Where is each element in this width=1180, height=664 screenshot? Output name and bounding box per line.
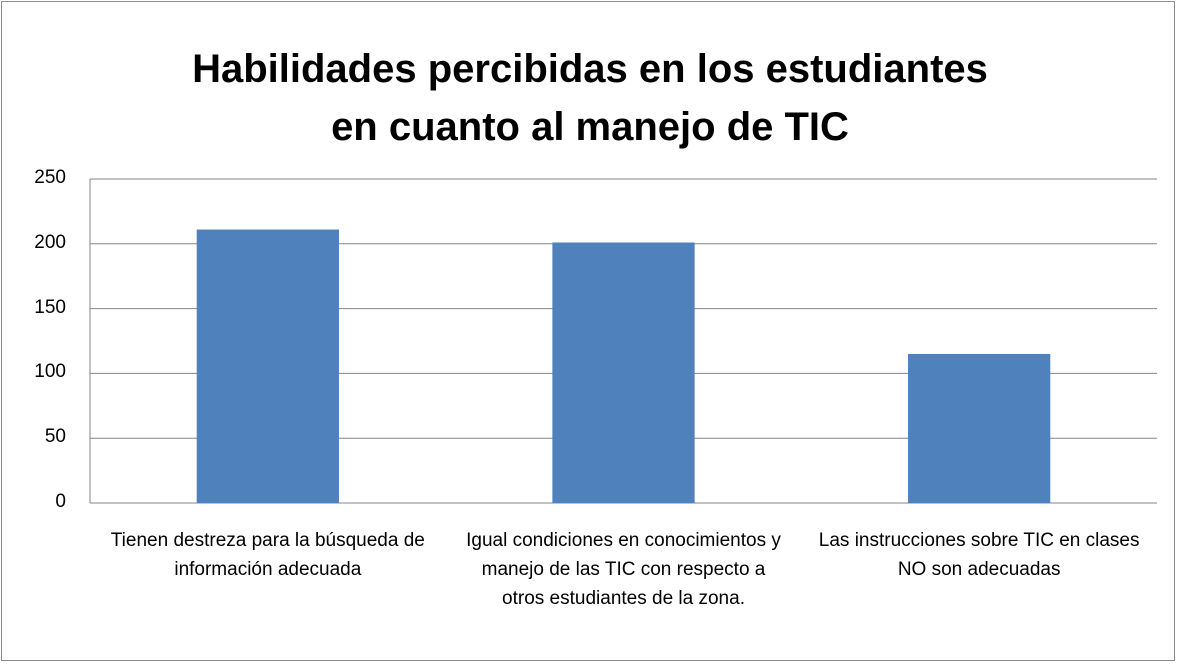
chart-title: Habilidades percibidas en los estudiante… [192, 47, 988, 149]
bar [552, 242, 695, 503]
y-tick-label: 50 [44, 426, 66, 448]
y-tick-label: 150 [34, 296, 66, 318]
y-tick-label: 0 [55, 491, 66, 512]
bar [196, 229, 339, 503]
x-tick-label: Tienen destreza para la búsqueda de info… [110, 530, 425, 580]
bar [908, 353, 1051, 503]
y-tick-label: 100 [34, 361, 66, 383]
y-tick-label: 200 [34, 231, 66, 253]
y-tick-label: 250 [34, 167, 66, 188]
x-tick-label: Igual condiciones en conocimientos y man… [466, 530, 781, 609]
x-tick-label: Las instrucciones sobre TIC en clases NO… [818, 530, 1140, 580]
